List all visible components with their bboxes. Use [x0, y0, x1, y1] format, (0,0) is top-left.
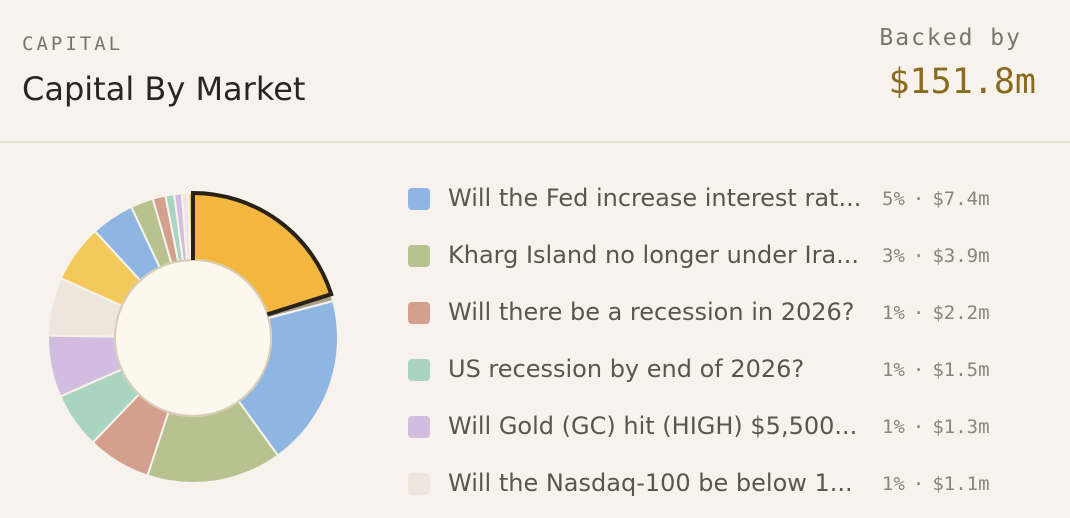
- legend-item[interactable]: Will Gold (GC) hit (HIGH) $5,500... 1% · $1…: [408, 404, 1048, 461]
- backed-by-value: $151.8m: [888, 62, 1036, 102]
- legend-swatch: [408, 473, 430, 495]
- legend-amount: $3.9m: [932, 245, 990, 267]
- legend-label: US recession by end of 2026?: [448, 355, 805, 383]
- separator-dot: ·: [912, 188, 925, 210]
- legend-stats: 5% · $7.4m: [882, 188, 990, 210]
- capital-header: CAPITAL Capital By Market Backed by $151…: [0, 0, 1070, 143]
- legend-item[interactable]: US recession by end of 2026? 1% · $1.5m: [408, 347, 1048, 404]
- section-eyebrow: CAPITAL: [22, 33, 124, 55]
- legend-amount: $2.2m: [932, 302, 990, 324]
- separator-dot: ·: [912, 416, 925, 438]
- legend-percent: 1%: [882, 359, 905, 381]
- legend-label: Will Gold (GC) hit (HIGH) $5,500...: [448, 412, 858, 440]
- legend-item[interactable]: Will the Nasdaq-100 be below 1... 1% · $1.1…: [408, 461, 1048, 518]
- backed-by-label: Backed by: [879, 25, 1022, 51]
- legend-label: Kharg Island no longer under Ira...: [448, 241, 860, 269]
- legend-swatch: [408, 302, 430, 324]
- legend-percent: 3%: [882, 245, 905, 267]
- legend-item[interactable]: Will the Fed increase interest rat... 5% ·…: [408, 176, 1048, 233]
- legend-swatch: [408, 359, 430, 381]
- separator-dot: ·: [912, 359, 925, 381]
- legend-percent: 5%: [882, 188, 905, 210]
- legend-amount: $1.1m: [932, 473, 990, 495]
- chart-legend: Will the Fed increase interest rat... 5% ·…: [408, 176, 1048, 518]
- legend-swatch: [408, 245, 430, 267]
- separator-dot: ·: [912, 473, 925, 495]
- donut-center: [114, 259, 272, 417]
- legend-stats: 1% · $2.2m: [882, 302, 990, 324]
- legend-stats: 1% · $1.3m: [882, 416, 990, 438]
- legend-stats: 1% · $1.1m: [882, 473, 990, 495]
- legend-stats: 1% · $1.5m: [882, 359, 990, 381]
- legend-item[interactable]: Kharg Island no longer under Ira... 3% · $3…: [408, 233, 1048, 290]
- donut-slice-highlight: [191, 190, 334, 317]
- separator-dot: ·: [912, 302, 925, 324]
- legend-item[interactable]: Will there be a recession in 2026? 1% · $2.…: [408, 290, 1048, 347]
- capital-donut-chart: [47, 190, 339, 484]
- legend-swatch: [408, 416, 430, 438]
- legend-stats: 3% · $3.9m: [882, 245, 990, 267]
- legend-amount: $1.3m: [932, 416, 990, 438]
- page-title: Capital By Market: [22, 70, 306, 108]
- legend-amount: $1.5m: [932, 359, 990, 381]
- legend-percent: 1%: [882, 302, 905, 324]
- legend-amount: $7.4m: [932, 188, 990, 210]
- legend-percent: 1%: [882, 416, 905, 438]
- legend-label: Will the Fed increase interest rat...: [448, 184, 862, 212]
- separator-dot: ·: [912, 245, 925, 267]
- legend-percent: 1%: [882, 473, 905, 495]
- legend-label: Will there be a recession in 2026?: [448, 298, 855, 326]
- legend-label: Will the Nasdaq-100 be below 1...: [448, 469, 853, 497]
- legend-swatch: [408, 188, 430, 210]
